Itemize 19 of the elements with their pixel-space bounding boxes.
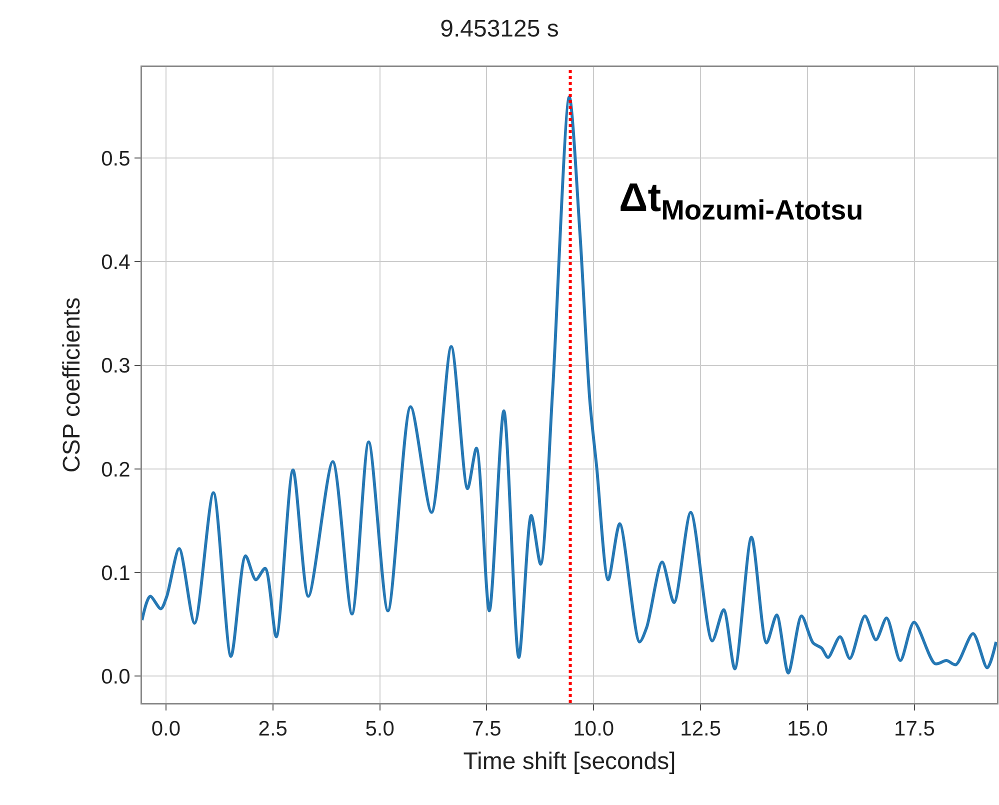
annotation: Δt$_{Mozumi-Atotsu}$ <box>619 176 864 226</box>
x-tick-label: 7.5 <box>472 718 502 741</box>
x-tick-label: 2.5 <box>258 718 288 741</box>
x-axis-title: Time shift [seconds] <box>463 748 676 775</box>
y-axis-title: CSP coefficients <box>58 297 86 473</box>
x-tick-label: 5.0 <box>365 718 394 741</box>
y-tick-label: 0.2 <box>101 458 130 482</box>
x-tick-label: 15.0 <box>787 718 828 741</box>
x-tick-label: 10.0 <box>573 718 614 741</box>
y-tick-label: 0.0 <box>101 665 130 688</box>
y-tick-label: 0.3 <box>101 354 130 378</box>
line-series <box>142 96 997 674</box>
y-tick-label: 0.5 <box>101 148 130 170</box>
y-tick-label: 0.1 <box>101 562 130 585</box>
x-tick-label: 12.5 <box>680 718 722 741</box>
x-tick-label: 0.0 <box>151 718 181 741</box>
y-tick-label: 0.4 <box>101 251 131 274</box>
x-tick-label: 17.5 <box>894 718 935 741</box>
chart-title: 9.453125 s <box>440 16 559 43</box>
